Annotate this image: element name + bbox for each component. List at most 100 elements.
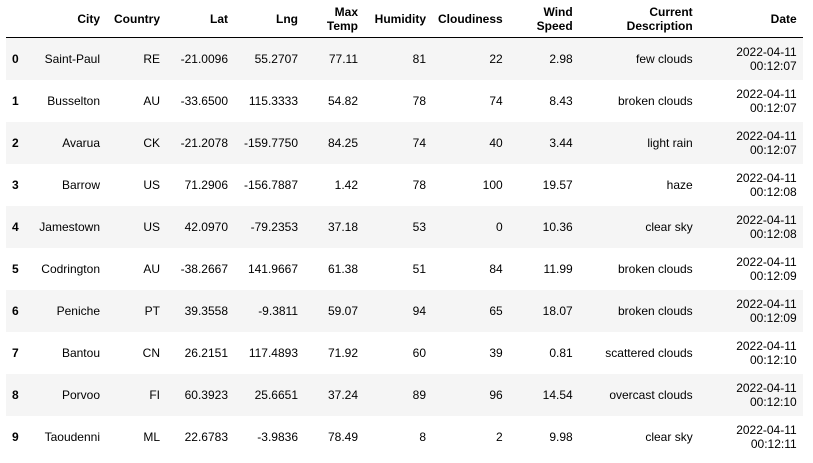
cell-wind-speed: 8.43	[549, 93, 573, 108]
cell-country: FI	[149, 387, 160, 402]
cell-humidity: 8	[419, 429, 426, 444]
cell-date-line: 00:12:09	[749, 268, 797, 283]
cell-city: Codrington	[41, 261, 100, 276]
cell-current-description: light rain	[647, 135, 693, 150]
cell-date-line: 00:12:07	[749, 100, 797, 115]
column-header-line: Humidity	[374, 11, 426, 26]
column-header-line: Description	[626, 18, 693, 33]
cell-city: Porvoo	[61, 387, 100, 402]
column-header-line: Cloudiness	[438, 11, 503, 26]
cell-lng: -9.3811	[258, 303, 298, 318]
cell-max-temp: 78.49	[327, 429, 358, 444]
table-row: 5 Codrington AU -38.2667 141.9667 61.38 51 84 11…	[6, 248, 803, 290]
cell-max-temp: 77.11	[328, 51, 358, 66]
table-row: 9 Taoudenni ML 22.6783 -3.9836 78.49 8 2 9.98 cle…	[6, 416, 803, 458]
index-header	[6, 0, 28, 38]
header-row: City Country Lat Lng Max Temp Humidity Cloudine…	[6, 0, 803, 38]
cell-humidity: 81	[412, 51, 426, 66]
cell-cloudiness: 100	[482, 177, 503, 192]
cell-city: Jamestown	[39, 219, 100, 234]
cell-wind-speed: 9.98	[549, 429, 573, 444]
column-header: Lng	[234, 0, 304, 38]
cell-lng: 117.4893	[248, 345, 298, 360]
column-header: Humidity	[364, 0, 432, 38]
table-row: 6 Peniche PT 39.3558 -9.3811 59.07 94 65 18.07 br…	[6, 289, 803, 332]
cell-max-temp: 1.42	[334, 177, 358, 192]
cell-max-temp: 84.25	[327, 135, 358, 150]
cell-country: US	[143, 177, 160, 192]
cell-lng: 55.2707	[254, 51, 298, 66]
table-row: 1 Busselton AU -33.6500 115.3333 54.82 78 74 8.4…	[6, 80, 803, 122]
cell-country: ML	[143, 429, 160, 444]
cell-city: Peniche	[56, 303, 100, 318]
cell-city: Avarua	[62, 135, 100, 150]
cell-humidity: 78	[412, 177, 426, 192]
cell-current-description: clear sky	[645, 429, 693, 444]
cell-date-line: 00:12:10	[749, 394, 797, 409]
cell-lat: -21.2078	[180, 135, 228, 150]
cell-lat: -38.2667	[180, 261, 228, 276]
dataframe-table: City Country Lat Lng Max Temp Humidity Cloudine…	[6, 0, 803, 458]
cell-current-description: broken clouds	[617, 303, 693, 318]
column-header: Max Temp	[304, 0, 364, 38]
cell-date-line: 2022-04-11	[736, 86, 797, 101]
cell-lat: -21.0096	[180, 51, 228, 66]
cell-lng: 115.3333	[248, 93, 298, 108]
table-row: 0 Saint-Paul RE -21.0096 55.2707 77.11 81 22 2.9…	[6, 37, 803, 80]
column-header: Cloudiness	[432, 0, 509, 38]
row-index: 2	[12, 135, 19, 150]
column-header-line: Wind	[543, 4, 573, 19]
cell-date-line: 2022-04-11	[736, 296, 797, 311]
cell-city: Busselton	[47, 93, 100, 108]
column-header-line: Lng	[276, 11, 298, 26]
cell-date-line: 00:12:10	[749, 352, 797, 367]
cell-wind-speed: 2.98	[549, 51, 573, 66]
cell-lat: 60.3923	[184, 387, 228, 402]
cell-date-line: 00:12:07	[749, 142, 797, 157]
cell-city: Taoudenni	[44, 429, 100, 444]
cell-current-description: broken clouds	[617, 261, 693, 276]
column-header: City	[28, 0, 106, 38]
cell-max-temp: 61.38	[327, 261, 358, 276]
cell-date-line: 00:12:08	[749, 184, 797, 199]
table-row: 4 Jamestown US 42.0970 -79.2353 37.18 53 0 10.36…	[6, 205, 803, 248]
cell-current-description: scattered clouds	[605, 345, 693, 360]
column-header-line: Temp	[326, 18, 358, 33]
table-row: 3 Barrow US 71.2906 -156.7887 1.42 78 100 19.57 h…	[6, 164, 803, 206]
cell-max-temp: 37.18	[327, 219, 358, 234]
cell-current-description: few clouds	[635, 51, 693, 66]
row-index: 5	[12, 261, 19, 276]
cell-max-temp: 59.07	[327, 303, 358, 318]
cell-date-line: 00:12:08	[749, 226, 797, 241]
cell-date-line: 2022-04-11	[736, 338, 797, 353]
cell-lat: 22.6783	[184, 429, 228, 444]
cell-city: Bantou	[61, 345, 100, 360]
cell-city: Saint-Paul	[44, 51, 100, 66]
cell-lat: 71.2906	[184, 177, 228, 192]
cell-humidity: 74	[412, 135, 426, 150]
cell-lat: 26.2151	[184, 345, 228, 360]
cell-date: 2022-04-11 00:12:11	[699, 416, 803, 458]
column-header: Lat	[166, 0, 234, 38]
cell-date-line: 2022-04-11	[736, 422, 797, 437]
cell-date-line: 2022-04-11	[736, 380, 797, 395]
column-header: Country	[106, 0, 166, 38]
cell-country: CN	[142, 345, 160, 360]
cell-lng: -3.9836	[257, 429, 298, 444]
cell-wind-speed: 14.54	[542, 387, 573, 402]
cell-date: 2022-04-11 00:12:09	[699, 248, 803, 290]
cell-current-description: overcast clouds	[609, 387, 693, 402]
row-index: 4	[12, 219, 19, 234]
cell-date-line: 00:12:07	[749, 58, 797, 73]
cell-date: 2022-04-11 00:12:08	[699, 206, 803, 248]
cell-humidity: 89	[412, 387, 426, 402]
table-row: 7 Bantou CN 26.2151 117.4893 71.92 60 39 0.81 sca…	[6, 332, 803, 374]
cell-max-temp: 37.24	[327, 387, 358, 402]
cell-wind-speed: 11.99	[543, 261, 573, 276]
cell-cloudiness: 40	[489, 135, 503, 150]
cell-lat: 42.0970	[184, 219, 228, 234]
table-row: 8 Porvoo FI 60.3923 25.6651 37.24 89 96 14.54 ove…	[6, 373, 803, 416]
cell-wind-speed: 0.81	[549, 345, 573, 360]
cell-lng: -159.7750	[243, 135, 298, 150]
cell-lng: -79.2353	[250, 219, 298, 234]
